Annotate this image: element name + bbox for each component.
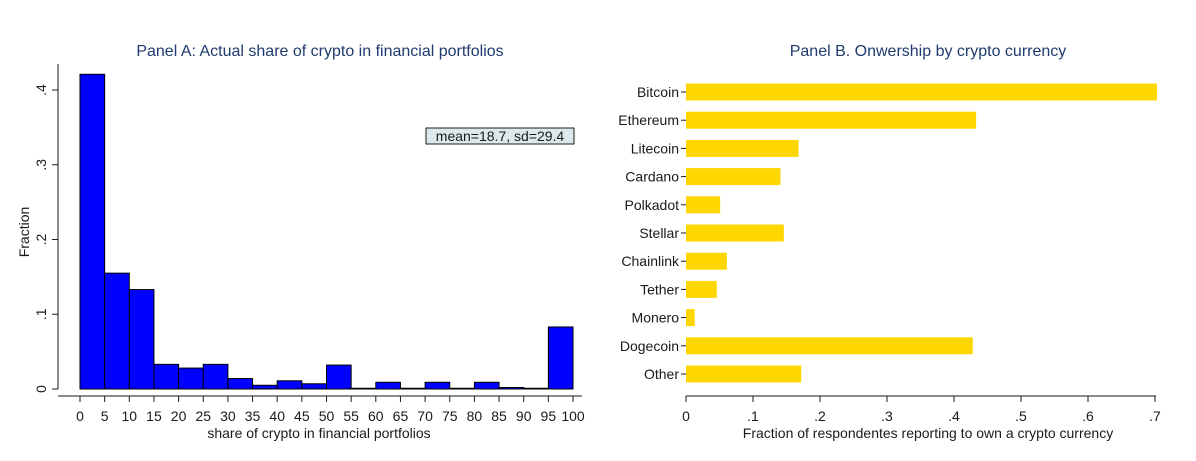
y-tick-label: .4 [33, 84, 49, 96]
histogram-bar [547, 326, 574, 390]
x-tick-label: 75 [442, 408, 458, 424]
histogram-bar [227, 378, 254, 390]
category-label: Litecoin [631, 140, 679, 156]
panel-b-category-labels: Bitcoin Ethereum Litecoin Cardano Polkadot St… [618, 84, 686, 382]
histogram-bar [449, 387, 475, 390]
x-tick-label: 55 [343, 408, 359, 424]
bar-chainlink [686, 252, 727, 270]
x-tick-label: 100 [561, 408, 585, 424]
panel-a-y-ticks: 0 .1 .2 .3 .4 [33, 84, 58, 393]
panel-a-x-ticks: 0 5 10 15 20 25 30 35 40 45 50 55 60 65 70 75 80 85 90 95 10… [76, 396, 585, 424]
histogram-bar [178, 367, 204, 390]
histogram-bar [128, 289, 155, 390]
histogram-bar [79, 73, 106, 390]
histogram-bar [350, 387, 377, 390]
x-tick-label: 0 [682, 408, 690, 424]
histogram-bar [202, 363, 229, 390]
category-label: Monero [632, 310, 680, 326]
bar-cardano [686, 168, 781, 186]
x-tick-label: .4 [948, 408, 960, 424]
x-tick-label: 70 [417, 408, 433, 424]
bar-dogecoin [686, 337, 973, 355]
category-label: Other [644, 366, 679, 382]
x-tick-label: 25 [195, 408, 211, 424]
x-tick-label: 80 [467, 408, 483, 424]
x-tick-label: 50 [319, 408, 335, 424]
y-tick-label: .2 [33, 233, 49, 245]
category-label: Cardano [625, 169, 679, 185]
category-label: Polkadot [625, 197, 680, 213]
histogram-bar [399, 387, 426, 390]
x-tick-label: .7 [1149, 408, 1161, 424]
bar-litecoin [686, 139, 799, 157]
histogram-bar [424, 381, 451, 390]
panel-a-annotation: mean=18.7, sd=29.4 [436, 128, 565, 144]
histogram-bar [301, 383, 328, 390]
histogram-bar [498, 387, 525, 390]
x-tick-label: 10 [122, 408, 138, 424]
panel-b-bar-chart: Panel B. Onwership by crypto currency Bi… [618, 43, 1161, 441]
panel-a-x-label: share of crypto in financial portfolios [207, 425, 430, 441]
histogram-bar [523, 387, 549, 390]
bar-bitcoin [686, 83, 1158, 101]
x-tick-label: 5 [101, 408, 109, 424]
category-label: Tether [640, 281, 679, 297]
y-tick-label: .1 [33, 308, 49, 320]
histogram-bar [153, 363, 180, 390]
x-tick-label: .1 [747, 408, 759, 424]
x-tick-label: 90 [516, 408, 532, 424]
histogram-bar [375, 381, 401, 390]
panel-a-histogram: Panel A: Actual share of crypto in finan… [16, 43, 585, 441]
y-tick-label: .3 [33, 159, 49, 171]
x-tick-label: 35 [245, 408, 261, 424]
x-tick-label: .2 [814, 408, 826, 424]
x-tick-label: .3 [881, 408, 893, 424]
panel-a-annotation-box [425, 127, 575, 145]
histogram-bar [276, 380, 303, 390]
histogram-bar [473, 381, 500, 390]
x-tick-label: 95 [541, 408, 557, 424]
x-tick-label: 85 [491, 408, 507, 424]
x-tick-label: .5 [1015, 408, 1027, 424]
x-tick-label: .6 [1082, 408, 1094, 424]
x-tick-label: 40 [269, 408, 285, 424]
panel-b-x-label: Fraction of respondentes reporting to ow… [743, 425, 1113, 441]
category-label: Dogecoin [620, 338, 679, 354]
category-label: Stellar [639, 225, 679, 241]
category-label: Bitcoin [637, 84, 679, 100]
panel-a-y-label: Fraction [16, 207, 32, 258]
x-tick-label: 15 [146, 408, 162, 424]
x-tick-label: 45 [294, 408, 310, 424]
bar-ethereum [686, 111, 977, 129]
x-tick-label: 65 [393, 408, 409, 424]
bar-stellar [686, 224, 784, 242]
bar-monero [686, 309, 695, 327]
x-tick-label: 20 [171, 408, 187, 424]
y-tick-label: 0 [33, 385, 49, 393]
histogram-bar [252, 384, 278, 390]
bar-polkadot [686, 196, 721, 214]
panel-a-bars [79, 73, 574, 390]
histogram-bar [104, 272, 130, 390]
x-tick-label: 30 [220, 408, 236, 424]
histogram-bar [326, 364, 352, 390]
bar-other [686, 365, 802, 383]
x-tick-label: 0 [76, 408, 84, 424]
bar-tether [686, 280, 717, 298]
panel-b-x-ticks: 0 .1 .2 .3 .4 .5 .6 .7 [682, 396, 1161, 424]
panel-b-bars [686, 83, 1158, 383]
category-label: Ethereum [618, 112, 679, 128]
x-tick-label: 60 [368, 408, 384, 424]
category-label: Chainlink [621, 253, 680, 269]
panel-a-title: Panel A: Actual share of crypto in finan… [136, 43, 503, 60]
panel-b-title: Panel B. Onwership by crypto currency [790, 43, 1067, 60]
